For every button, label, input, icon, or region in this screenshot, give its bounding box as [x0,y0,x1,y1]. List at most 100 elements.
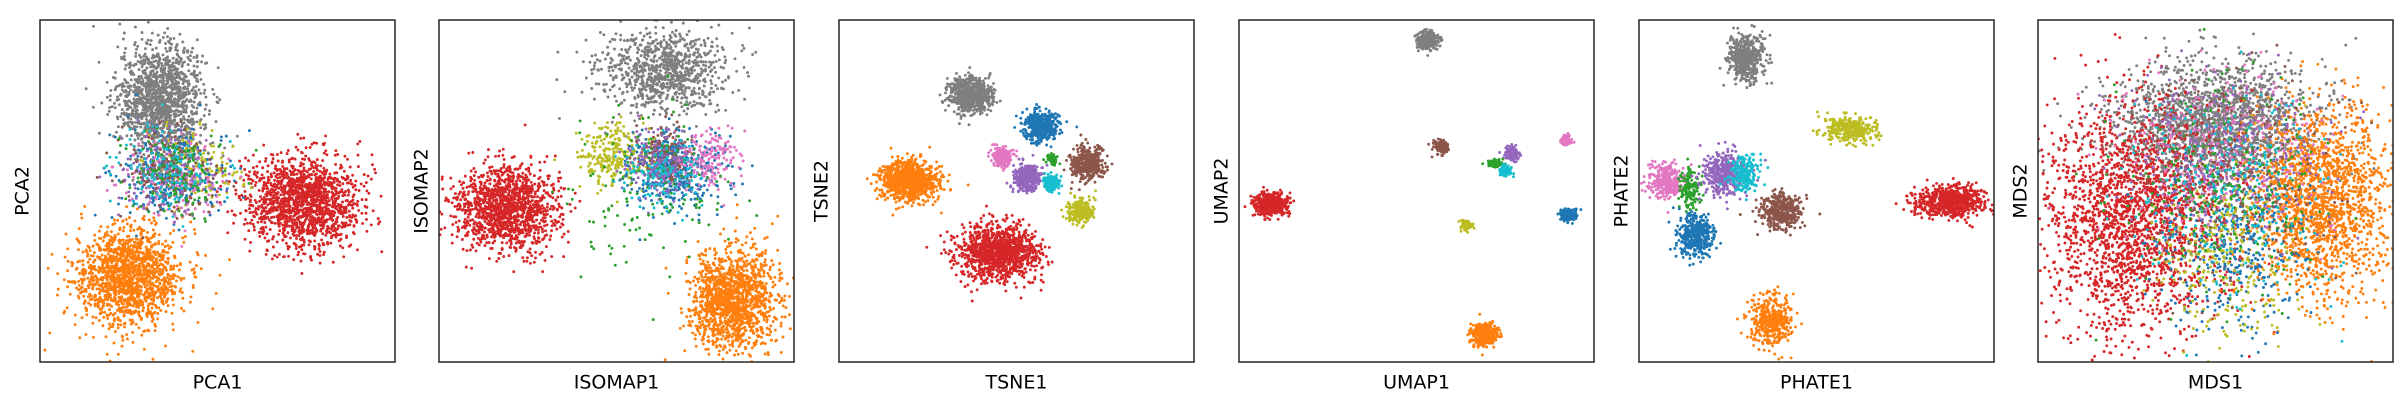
point [156,112,160,116]
point [82,294,86,298]
point [164,63,167,67]
point [104,276,108,280]
point [319,164,323,168]
point [137,254,140,257]
point [330,234,334,238]
point [314,164,318,168]
point [157,264,161,268]
point [196,59,200,63]
point [149,122,153,125]
point [173,125,177,129]
point [122,241,126,245]
point [120,344,124,348]
point [146,203,150,207]
point [167,39,170,43]
point [303,252,307,256]
point [126,285,130,289]
point [266,215,270,219]
point [260,203,264,207]
point [126,337,129,341]
point [189,220,193,224]
point [295,172,299,176]
point [180,307,183,310]
point [219,156,223,160]
point [89,294,93,298]
point [187,92,191,96]
point [119,273,122,277]
point [219,184,223,188]
point [117,277,121,281]
point [192,55,196,59]
point [176,95,180,98]
point [315,196,319,200]
point [269,172,273,176]
point [131,245,135,249]
point [94,316,98,320]
point [351,173,355,177]
point [269,152,273,156]
point [182,133,186,137]
point [155,52,159,56]
point [144,254,148,258]
point [133,124,136,128]
point [93,239,97,242]
point [179,132,183,135]
point [153,203,157,207]
point [251,222,255,226]
point [303,169,307,173]
point [166,113,169,117]
point [103,269,107,273]
point [118,151,122,155]
point [297,234,301,238]
point [365,217,368,221]
point [119,252,123,256]
point [140,97,144,101]
point [314,200,318,204]
point [286,247,290,251]
point [187,126,191,130]
point [189,142,193,145]
point [324,182,328,186]
point [315,158,319,162]
point [108,106,112,110]
point [378,220,382,224]
point [312,222,315,226]
point [172,273,175,277]
point [193,228,196,231]
point [300,170,304,174]
point [152,284,156,288]
point [76,294,80,298]
point [129,289,133,293]
point [136,227,140,231]
point [184,93,188,97]
point [162,154,166,158]
point [262,198,266,202]
point [182,115,186,119]
point [282,176,286,180]
point [155,135,159,139]
point [200,156,204,159]
point [165,276,169,280]
point [301,203,305,207]
point [107,327,111,331]
point [159,67,163,70]
point [127,259,131,263]
point [123,299,127,303]
point [179,112,183,116]
point [308,187,312,190]
point [167,95,170,99]
point [312,232,315,236]
point [143,273,147,277]
point [66,247,70,251]
point [307,168,311,171]
point [151,75,155,79]
point [115,95,119,99]
point [139,233,143,237]
point [322,243,326,247]
point [158,281,162,285]
point [88,249,92,253]
point [116,309,119,312]
point [275,173,279,177]
point [142,347,146,351]
point [118,241,122,245]
